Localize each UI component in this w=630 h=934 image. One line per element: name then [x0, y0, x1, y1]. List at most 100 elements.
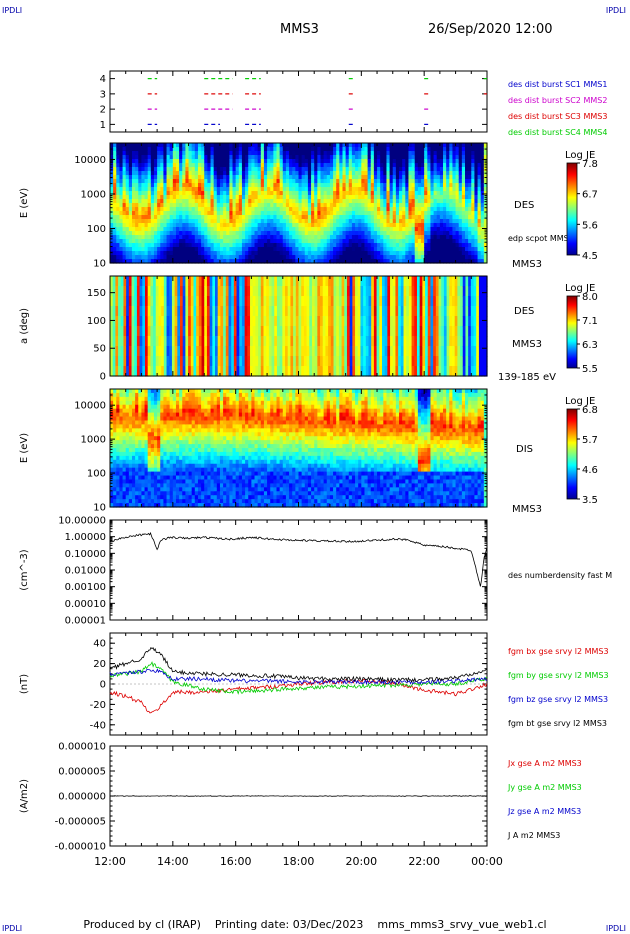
- des-pitch-cell: [206, 326, 211, 337]
- des-energy-cell: [213, 219, 218, 224]
- des-energy-cell: [449, 171, 454, 176]
- des-pitch-cell: [244, 276, 248, 287]
- des-energy-tick-label: 100: [87, 224, 106, 235]
- des-energy-cell: [179, 223, 183, 228]
- des-energy-cell: [197, 219, 202, 224]
- des-energy-cell: [455, 147, 460, 152]
- des-energy-cell: [150, 179, 155, 184]
- des-energy-cell: [144, 143, 149, 148]
- des-pitch-cell: [290, 346, 294, 357]
- des-energy-cell: [226, 255, 230, 260]
- des-energy-cell: [194, 151, 199, 156]
- des-energy-cell: [131, 203, 136, 208]
- des-energy-cell: [213, 155, 218, 160]
- des-energy-cell: [194, 175, 199, 180]
- des-energy-cell: [226, 207, 230, 212]
- des-pitch-cell: [295, 356, 300, 367]
- des-energy-cell: [333, 195, 337, 200]
- des-pitch-cell: [112, 326, 116, 337]
- des-energy-cell: [449, 251, 454, 256]
- des-energy-cell: [113, 219, 117, 224]
- des-energy-cell: [345, 231, 350, 236]
- des-energy-cell: [317, 211, 322, 216]
- des-energy-cell: [263, 255, 268, 260]
- des-pitch-cell: [314, 296, 318, 307]
- des-energy-cell: [455, 183, 460, 188]
- des-pitch-cell: [163, 346, 168, 357]
- des-energy-cell: [175, 199, 180, 204]
- des-energy-cell: [197, 163, 202, 168]
- des-energy-cell: [364, 179, 369, 184]
- des-energy-cell: [135, 183, 139, 188]
- des-energy-cell: [307, 179, 312, 184]
- des-energy-cell: [417, 247, 422, 252]
- des-energy-cell: [458, 203, 463, 208]
- des-energy-cell: [122, 255, 127, 260]
- des-energy-cell: [326, 223, 331, 228]
- des-pitch-cell: [406, 336, 410, 347]
- des-energy-cell: [191, 195, 196, 200]
- des-pitch-cell: [161, 296, 165, 307]
- burst-tick-label: 1: [100, 120, 106, 131]
- des-energy-cell: [147, 207, 152, 212]
- des-pitch-cell: [384, 276, 388, 287]
- des-energy-cell: [110, 223, 114, 228]
- des-pitch-cell: [155, 366, 160, 377]
- des-pitch-cell: [390, 366, 394, 377]
- des-energy-cell: [452, 163, 457, 168]
- des-pitch-cell: [112, 296, 116, 307]
- des-energy-cell: [175, 255, 180, 260]
- des-pitch-cell: [223, 306, 227, 317]
- des-pitch-cell: [295, 316, 300, 327]
- des-energy-cell: [320, 243, 325, 248]
- des-pitch-cell: [320, 286, 324, 297]
- des-energy-cell: [468, 187, 472, 192]
- des-energy-cell: [443, 231, 447, 236]
- des-energy-cell: [421, 235, 425, 240]
- des-energy-cell: [408, 167, 413, 172]
- des-energy-cell: [276, 167, 281, 172]
- des-energy-cell: [333, 243, 337, 248]
- des-energy-cell: [399, 183, 403, 188]
- des-energy-cell: [377, 239, 381, 244]
- des-energy-cell: [455, 219, 460, 224]
- des-energy-cell: [414, 163, 419, 168]
- des-energy-cell: [210, 171, 215, 176]
- des-pitch-cell: [193, 306, 197, 317]
- des-energy-cell: [131, 183, 136, 188]
- des-pitch-cell: [193, 326, 197, 337]
- des-energy-cell: [329, 187, 334, 192]
- des-energy-cell: [389, 239, 394, 244]
- des-energy-cell: [377, 219, 381, 224]
- des-pitch-cell: [153, 276, 157, 287]
- des-energy-cell: [348, 159, 353, 164]
- des-energy-cell: [150, 207, 155, 212]
- des-energy-cell: [461, 195, 466, 200]
- des-energy-cell: [336, 227, 340, 232]
- des-energy-cell: [424, 239, 428, 244]
- des-pitch-cell: [201, 366, 205, 377]
- des-energy-cell: [147, 179, 152, 184]
- des-energy-cell: [411, 199, 416, 204]
- des-pitch-cell: [360, 306, 364, 317]
- des-energy-cell: [147, 191, 152, 196]
- des-pitch-cell: [336, 316, 340, 327]
- des-energy-cell: [345, 239, 350, 244]
- des-energy-cell: [226, 223, 230, 228]
- des-energy-cell: [405, 199, 410, 204]
- des-energy-cell: [160, 195, 165, 200]
- des-energy-cell: [405, 151, 410, 156]
- des-energy-cell: [446, 207, 450, 212]
- des-energy-cell: [276, 251, 281, 256]
- des-energy-cell: [386, 143, 391, 148]
- des-energy-cell: [295, 243, 300, 248]
- des-pitch-cell: [147, 296, 151, 307]
- des-pitch-cell: [112, 336, 116, 347]
- corner-label-top-left: IPDLI: [2, 6, 23, 15]
- des-energy-cell: [389, 247, 394, 252]
- des-energy-cell: [191, 171, 196, 176]
- des-energy-cell: [433, 247, 438, 252]
- des-energy-cell: [260, 199, 265, 204]
- des-energy-cell: [257, 163, 262, 168]
- des-energy-cell: [201, 191, 205, 196]
